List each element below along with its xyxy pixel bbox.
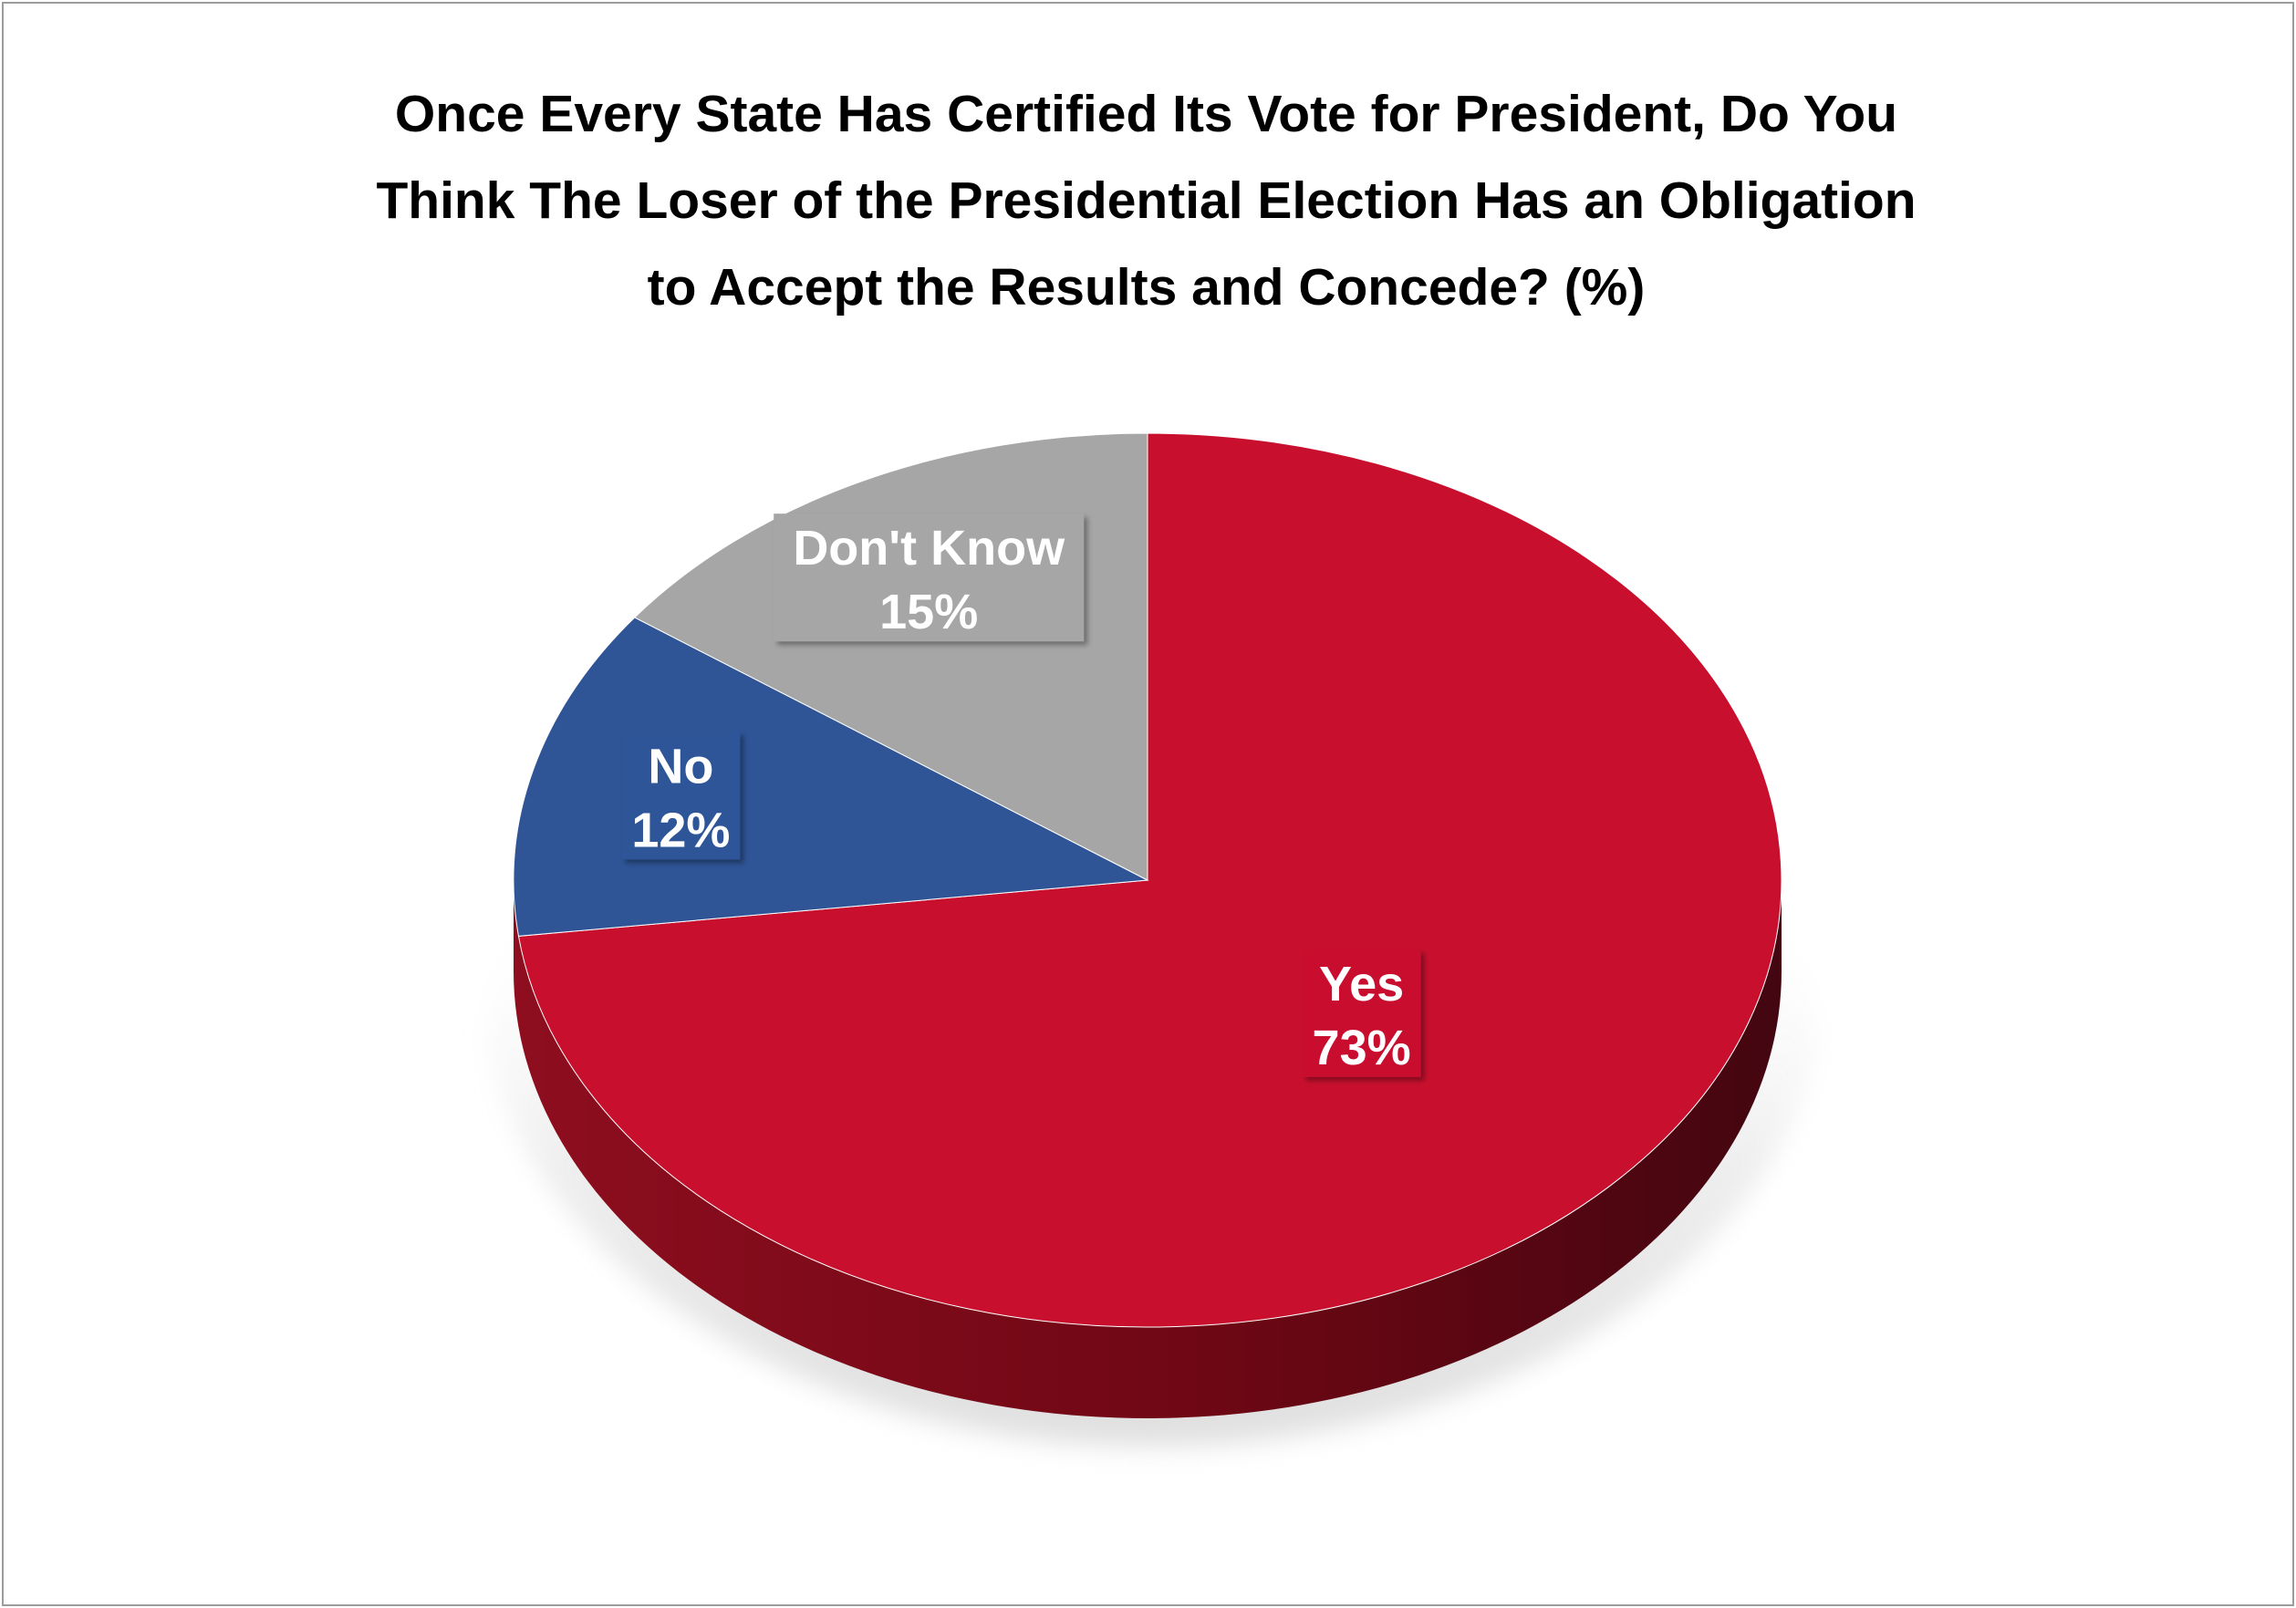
slice-value-label: 73% bbox=[1313, 1021, 1411, 1075]
pie-slices bbox=[513, 432, 1782, 1328]
slice-label-yes: Yes 73% bbox=[1302, 949, 1421, 1077]
pie-side bbox=[514, 880, 1782, 1418]
pie-side-wall bbox=[514, 880, 1782, 1418]
slice-value-label: 12% bbox=[631, 803, 730, 857]
slice-label-no: No 12% bbox=[621, 731, 741, 860]
slice-label-don-t-know: Don't Know 15% bbox=[774, 514, 1085, 642]
chart-title-line-1: Once Every State Has Certified Its Vote … bbox=[394, 85, 1898, 143]
pie-slice-yes bbox=[517, 432, 1782, 1328]
slice-value-label: 15% bbox=[879, 585, 978, 639]
pie-labels: Yes 73% No 12% Don't Know 15% bbox=[621, 514, 1421, 1077]
chart-title: Once Every State Has Certified Its Vote … bbox=[0, 71, 2292, 331]
slice-category-label: Yes bbox=[1319, 957, 1404, 1011]
chart-title-line-2: Think The Loser of the Presidential Elec… bbox=[376, 171, 1917, 230]
slice-category-label: No bbox=[648, 739, 713, 794]
slice-category-label: Don't Know bbox=[793, 521, 1065, 576]
slice-label-box bbox=[621, 731, 741, 860]
slice-label-box bbox=[1302, 949, 1421, 1077]
chart-title-line-3: to Accept the Results and Concede? (%) bbox=[647, 258, 1646, 316]
slice-label-box bbox=[774, 514, 1085, 642]
